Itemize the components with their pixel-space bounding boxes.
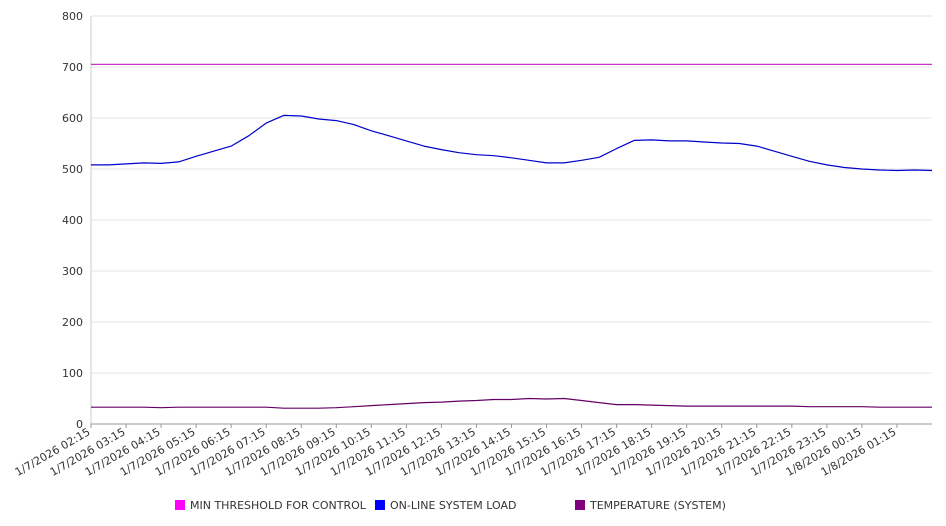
y-tick-label: 600 bbox=[62, 112, 83, 125]
grid-lines bbox=[91, 15, 932, 374]
y-tick-label: 500 bbox=[62, 163, 83, 176]
legend-label: MIN THRESHOLD FOR CONTROL bbox=[190, 499, 367, 512]
legend-swatch bbox=[375, 500, 385, 510]
legend-label: ON-LINE SYSTEM LOAD bbox=[390, 499, 516, 512]
y-tick-label: 200 bbox=[62, 316, 83, 329]
y-tick-label: 400 bbox=[62, 214, 83, 227]
y-tick-label: 0 bbox=[76, 418, 83, 431]
y-axis-ticks: 0 100 200 300 400 500 600 700 800 bbox=[62, 10, 83, 431]
series-line bbox=[91, 114, 933, 172]
y-tick-label: 100 bbox=[62, 367, 83, 380]
legend-swatch bbox=[175, 500, 185, 510]
legend-swatch bbox=[575, 500, 585, 510]
legend: MIN THRESHOLD FOR CONTROL ON-LINE SYSTEM … bbox=[175, 499, 726, 512]
y-tick-label: 300 bbox=[62, 265, 83, 278]
x-axis-ticks: 1/7/2026 02:151/7/2026 03:151/7/2026 04:… bbox=[13, 424, 898, 479]
y-tick-label: 800 bbox=[62, 10, 83, 23]
y-tick-label: 700 bbox=[62, 61, 83, 74]
series-line bbox=[91, 397, 932, 409]
legend-label: TEMPERATURE (SYSTEM) bbox=[589, 499, 726, 512]
series-lines bbox=[91, 63, 933, 409]
